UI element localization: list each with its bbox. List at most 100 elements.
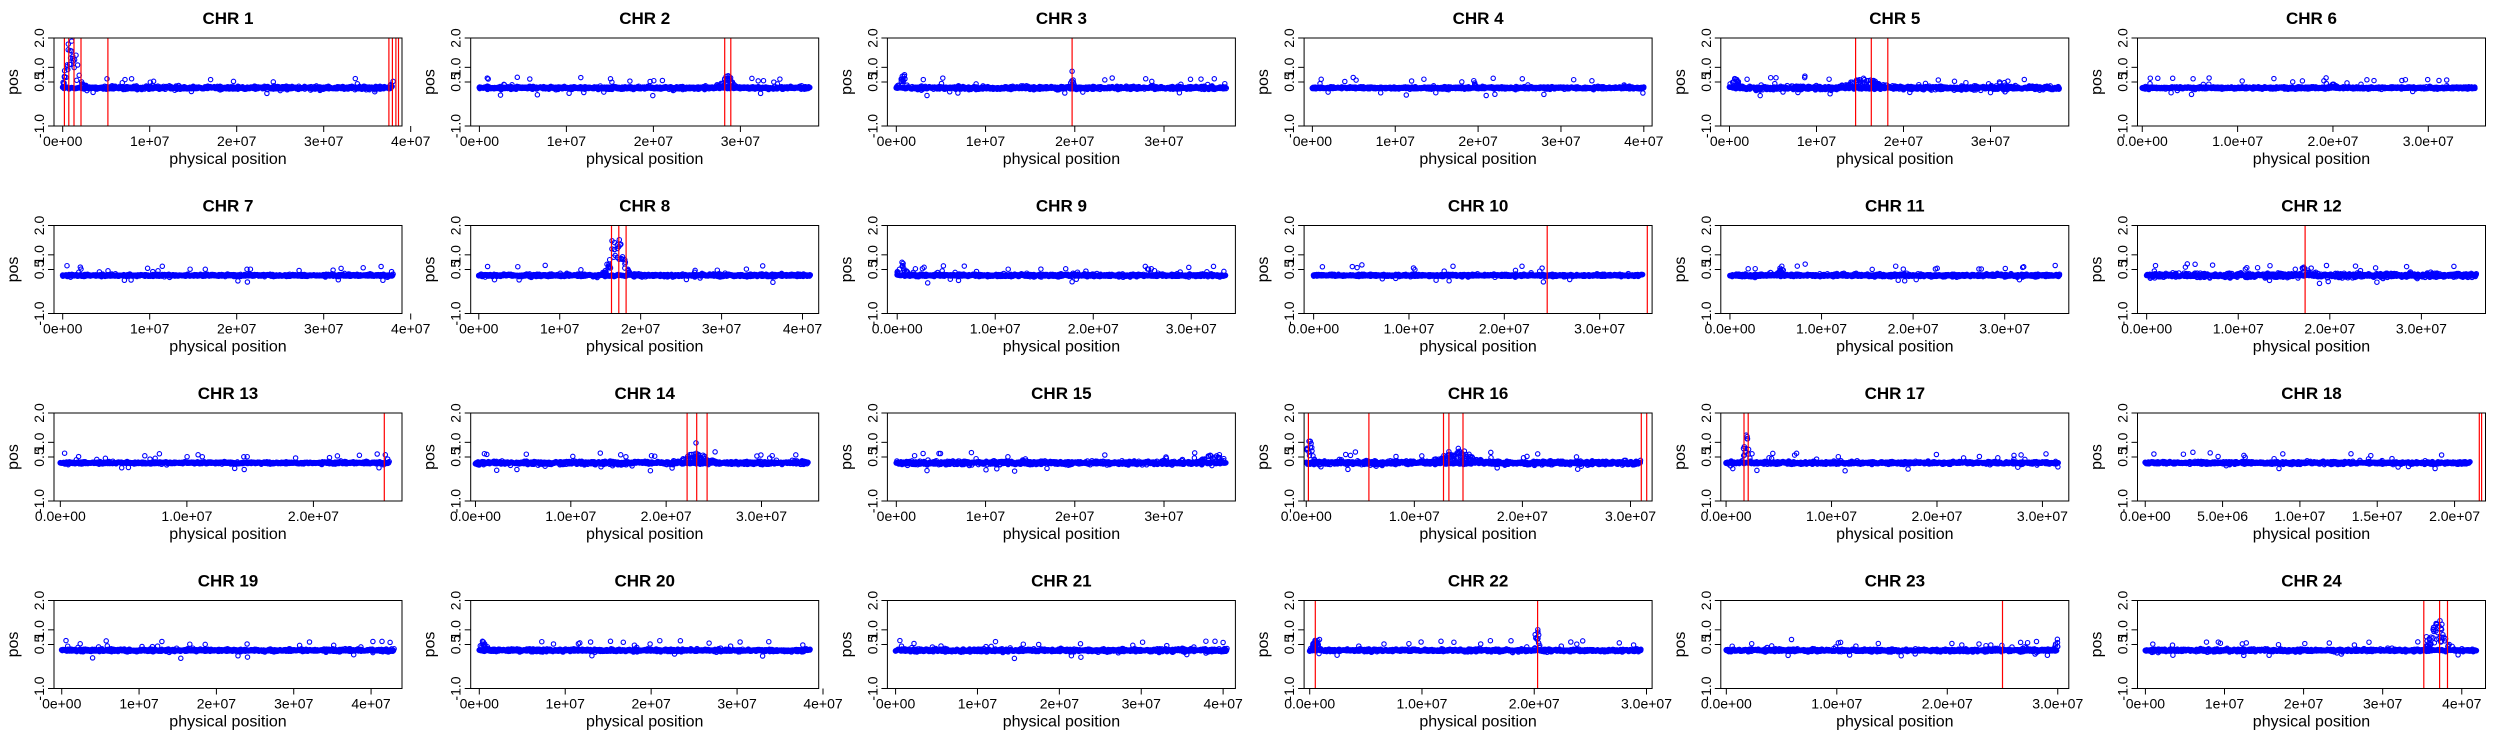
x-tick-label: 4e+07 bbox=[391, 133, 431, 149]
y-tick-label: 0.5 bbox=[31, 72, 47, 92]
data-point bbox=[1471, 77, 1477, 84]
plot-frame bbox=[2137, 37, 2486, 127]
data-point bbox=[485, 76, 491, 82]
data-point bbox=[1198, 76, 1204, 82]
data-point bbox=[1951, 78, 1958, 85]
data-point bbox=[578, 74, 584, 81]
x-tick-label: 1e+07 bbox=[130, 133, 170, 149]
plot-frame bbox=[470, 37, 820, 127]
y-tick-label: 0.5 bbox=[864, 72, 880, 92]
y-tick-label: 1.0 bbox=[448, 57, 464, 77]
data-point bbox=[534, 92, 541, 98]
data-point bbox=[760, 77, 767, 84]
data-point bbox=[1222, 84, 1229, 91]
data-point bbox=[1318, 76, 1324, 83]
data-point bbox=[777, 76, 783, 82]
x-tick-label: 0e+00 bbox=[43, 133, 83, 149]
data-point bbox=[360, 265, 366, 271]
data-point bbox=[1732, 78, 1738, 85]
data-point bbox=[1408, 78, 1415, 84]
data-point bbox=[73, 77, 80, 84]
data-point bbox=[1639, 85, 1646, 91]
data-point bbox=[1826, 76, 1832, 82]
data-point bbox=[607, 76, 614, 82]
data-point bbox=[207, 76, 214, 83]
x-tick-label: 2e+07 bbox=[1884, 133, 1924, 149]
data-point bbox=[70, 55, 76, 62]
data-points bbox=[59, 38, 396, 97]
data-point bbox=[1773, 75, 1779, 81]
x-tick-label: 0e+00 bbox=[877, 133, 917, 149]
data-point bbox=[771, 79, 777, 85]
y-tick-label: -1.0 bbox=[1281, 114, 1297, 138]
data-point bbox=[1827, 91, 1833, 97]
y-tick-label: 0.5 bbox=[2115, 72, 2131, 92]
y-axis-label: pos bbox=[1672, 69, 1689, 95]
data-point bbox=[247, 266, 254, 272]
y-axis-label: pos bbox=[838, 69, 855, 95]
data-point bbox=[2436, 77, 2442, 84]
y-tick-label: -1.0 bbox=[2115, 114, 2131, 138]
y-tick-label: 2.0 bbox=[1698, 28, 1714, 48]
panel-title: CHR 7 bbox=[202, 197, 253, 216]
data-point bbox=[122, 76, 128, 83]
y-tick-label: 0.5 bbox=[1698, 72, 1714, 92]
data-point bbox=[647, 78, 653, 85]
y-tick-label: -1.0 bbox=[448, 114, 464, 138]
data-point bbox=[627, 78, 633, 84]
data-point bbox=[1421, 76, 1427, 82]
x-axis-label: physical position bbox=[1836, 151, 1953, 168]
data-point bbox=[1767, 74, 1774, 81]
data-point bbox=[1492, 91, 1498, 98]
panel-title: CHR 1 bbox=[202, 9, 253, 28]
data-point bbox=[924, 92, 930, 99]
x-axis-label: physical position bbox=[2253, 151, 2370, 168]
data-point bbox=[2169, 75, 2176, 82]
data-point bbox=[497, 92, 504, 98]
data-point bbox=[2055, 84, 2062, 91]
data-point bbox=[144, 265, 151, 272]
x-tick-label: 3e+07 bbox=[721, 133, 761, 149]
panel-title: CHR 2 bbox=[619, 9, 670, 28]
data-point bbox=[2443, 77, 2450, 83]
x-tick-label: 3e+07 bbox=[1144, 133, 1184, 149]
data-points bbox=[1309, 74, 1647, 99]
data-point bbox=[2147, 75, 2154, 81]
x-axis-label: physical position bbox=[1003, 151, 1120, 168]
data-point bbox=[380, 277, 386, 284]
data-points bbox=[893, 68, 1230, 99]
y-tick-label: 2.0 bbox=[2115, 28, 2131, 48]
x-tick-label: 0e+00 bbox=[1710, 133, 1750, 149]
panel-title: CHR 5 bbox=[1869, 9, 1920, 28]
data-point bbox=[514, 74, 521, 81]
data-point bbox=[940, 75, 946, 81]
data-point bbox=[1744, 76, 1750, 83]
data-point bbox=[2471, 84, 2478, 91]
data-point bbox=[1211, 76, 1218, 82]
data-point bbox=[901, 73, 907, 80]
y-tick-label: -1.0 bbox=[1698, 114, 1714, 138]
y-tick-label: 1.0 bbox=[31, 57, 47, 77]
panel-title: CHR 4 bbox=[1453, 9, 1505, 28]
y-tick-label: -1.0 bbox=[31, 114, 47, 138]
data-point bbox=[723, 73, 729, 80]
data-point bbox=[1149, 78, 1155, 85]
data-point bbox=[70, 53, 76, 60]
x-tick-label: 3e+07 bbox=[304, 133, 344, 149]
y-tick-label: 1.0 bbox=[1698, 57, 1714, 77]
x-tick-label: 0e+00 bbox=[1293, 133, 1333, 149]
data-point bbox=[650, 92, 656, 99]
x-tick-label: 1e+07 bbox=[547, 133, 587, 149]
data-point bbox=[1403, 92, 1410, 98]
y-tick-label: 0.5 bbox=[1281, 72, 1297, 92]
y-tick-label: -1.0 bbox=[864, 114, 880, 138]
data-point bbox=[2299, 78, 2306, 84]
data-point bbox=[1342, 78, 1348, 85]
y-tick-label: 0.5 bbox=[448, 72, 464, 92]
data-point bbox=[338, 265, 344, 272]
x-tick-label: 1e+07 bbox=[1376, 133, 1416, 149]
